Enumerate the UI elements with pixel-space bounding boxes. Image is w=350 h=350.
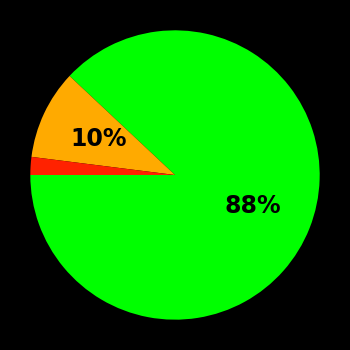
Wedge shape (30, 30, 320, 320)
Wedge shape (30, 157, 175, 175)
Text: 10%: 10% (71, 127, 127, 151)
Wedge shape (32, 76, 175, 175)
Text: 88%: 88% (225, 194, 281, 218)
